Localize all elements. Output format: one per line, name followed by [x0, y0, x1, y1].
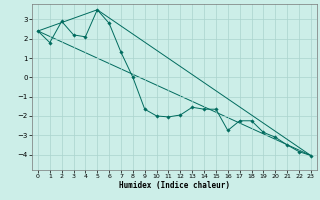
X-axis label: Humidex (Indice chaleur): Humidex (Indice chaleur): [119, 181, 230, 190]
